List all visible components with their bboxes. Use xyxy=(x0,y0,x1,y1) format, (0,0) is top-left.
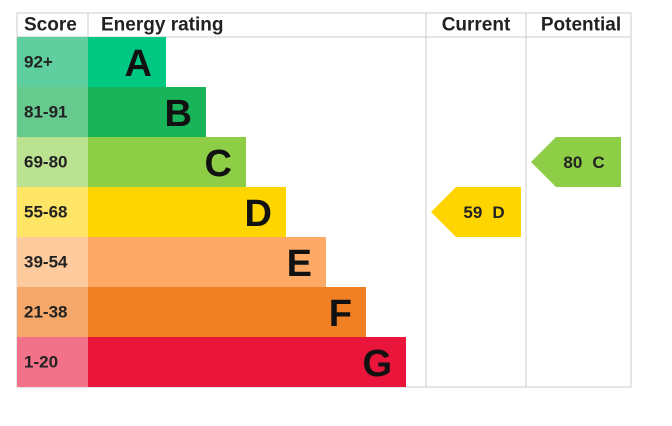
rating-letter: G xyxy=(362,343,392,385)
score-label: 55-68 xyxy=(24,203,67,222)
current-letter: D xyxy=(492,203,504,222)
rating-bar xyxy=(88,237,326,287)
rating-letter: A xyxy=(125,43,152,85)
rating-letter: F xyxy=(329,293,352,335)
score-cell xyxy=(17,337,88,387)
current-arrow xyxy=(431,187,521,237)
score-cell xyxy=(17,287,88,337)
score-label: 81-91 xyxy=(24,103,67,122)
rating-bar xyxy=(88,87,206,137)
rating-bar xyxy=(88,37,166,87)
potential-header: Potential xyxy=(541,15,621,36)
score-cell xyxy=(17,237,88,287)
rating-bar xyxy=(88,137,246,187)
rating-letter: E xyxy=(287,243,312,285)
rating-header: Energy rating xyxy=(101,15,223,36)
score-cell xyxy=(17,137,88,187)
potential-value: 80 xyxy=(563,153,582,172)
score-cell xyxy=(17,87,88,137)
rating-letter: D xyxy=(245,193,272,235)
rating-bar xyxy=(88,287,366,337)
score-cell xyxy=(17,187,88,237)
rating-letter: C xyxy=(205,143,232,185)
rating-letter: B xyxy=(165,93,192,135)
score-label: 92+ xyxy=(24,53,53,72)
score-cell xyxy=(17,37,88,87)
score-label: 69-80 xyxy=(24,153,67,172)
score-label: 21-38 xyxy=(24,303,67,322)
score-header: Score xyxy=(24,15,77,36)
potential-letter: C xyxy=(592,153,604,172)
score-label: 39-54 xyxy=(24,253,68,272)
rating-bar xyxy=(88,337,406,387)
current-label: 59 D xyxy=(463,203,504,222)
score-label: 1-20 xyxy=(24,353,58,372)
potential-label: 80 C xyxy=(563,153,604,172)
potential-arrow xyxy=(531,137,621,187)
rating-bar xyxy=(88,187,286,237)
current-header: Current xyxy=(442,15,511,36)
current-value: 59 xyxy=(463,203,482,222)
